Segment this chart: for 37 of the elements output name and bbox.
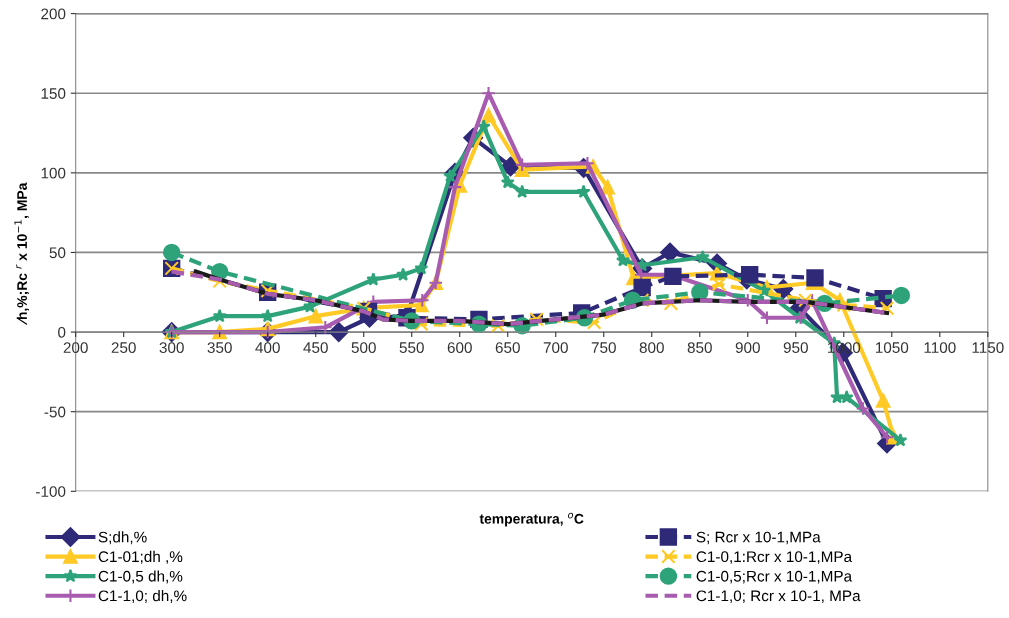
legend-label: C1-0,5;Rcr x 10-1,MPa	[696, 570, 853, 584]
x-tick-label: 1100	[924, 342, 956, 354]
x-tick-label: 900	[735, 342, 760, 354]
x-tick-label: 500	[351, 342, 376, 354]
x-tick-label: 250	[111, 342, 136, 354]
x-tick-label: 550	[399, 342, 424, 354]
legend-label: C1-1,0; dh,%	[98, 590, 187, 604]
x-tick-label: 600	[447, 342, 472, 354]
x-tick-label: 400	[255, 342, 280, 354]
y-tick-label: -50	[44, 406, 66, 418]
y-tick-label: 0	[58, 326, 66, 338]
x-tick-label: 1050	[875, 342, 909, 354]
legend-label: C1-0,1:Rcr x 10-1,MPa	[696, 551, 853, 564]
y-tick-label: 100	[41, 167, 66, 179]
y-tick-label: 200	[41, 8, 66, 20]
x-tick-label: 950	[783, 342, 808, 354]
x-tick-label: 1000	[827, 342, 861, 354]
y-tick-label: 150	[41, 88, 66, 99]
x-tick-label: 300	[159, 342, 184, 354]
x-tick-label: 750	[591, 342, 616, 354]
y-tick-label: -100	[36, 486, 66, 497]
x-tick-label: 800	[639, 342, 664, 354]
legend-label: C1-01;dh ,%	[98, 550, 183, 564]
legend-label: C1-0,5 dh,%	[98, 570, 183, 584]
x-tick-label: 450	[303, 342, 328, 354]
x-axis-title: temperatura, $^{o}$C	[479, 512, 584, 527]
x-tick-label: 650	[495, 342, 520, 354]
x-tick-label: 700	[543, 342, 568, 354]
legend-label: C1-1,0; Rcr x 10-1, MPa	[696, 590, 861, 604]
legend-label: S;dh,%	[98, 531, 147, 545]
x-tick-label: 200	[63, 342, 88, 354]
y-axis-title: ∕h,%;Rc $^{r}$ x 10$^{−1}$, MPa	[14, 182, 29, 325]
legend-label: S; Rcr x 10-1,MPa	[696, 531, 821, 545]
x-tick-label: 350	[207, 342, 232, 354]
x-tick-label: 1150	[972, 342, 1004, 354]
y-tick-label: 50	[49, 247, 66, 259]
x-tick-label: 850	[687, 342, 712, 354]
